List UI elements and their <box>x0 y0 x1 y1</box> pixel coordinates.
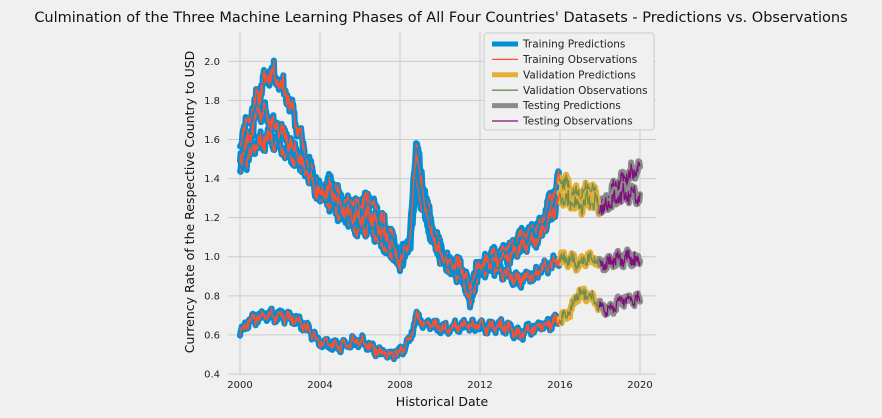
validation-observations-line <box>559 189 600 216</box>
chart-title: Culmination of the Three Machine Learnin… <box>34 10 847 26</box>
y-tick-label: 0.8 <box>204 291 220 302</box>
y-tick-label: 2.0 <box>204 57 220 68</box>
x-tick-label: 2004 <box>307 380 332 391</box>
tick-labels: 2000 2004 2008 2012 2016 2020 0.4 0.6 0.8 1.0 1.2 1… <box>204 57 653 391</box>
training-observations-line <box>239 307 561 361</box>
y-tick-label: 1.2 <box>204 213 220 224</box>
legend-label: Validation Observations <box>523 85 648 97</box>
legend-label: Testing Observations <box>522 116 633 128</box>
y-tick-label: 1.6 <box>204 135 220 146</box>
x-axis-label: Historical Date <box>396 394 489 409</box>
x-tick-label: 2012 <box>467 380 492 391</box>
x-tick-label: 2008 <box>387 380 412 391</box>
y-tick-label: 1.8 <box>204 96 220 107</box>
x-tick-label: 2020 <box>627 380 652 391</box>
x-tick-label: 2000 <box>227 380 252 391</box>
testing-observations-line <box>598 182 641 216</box>
y-tick-label: 0.6 <box>204 330 220 341</box>
x-tick-label: 2016 <box>547 380 572 391</box>
y-tick-label: 0.4 <box>204 370 220 381</box>
legend-frame <box>483 32 655 131</box>
y-tick-label: 1.0 <box>204 252 220 263</box>
testing-observations-line <box>598 291 641 318</box>
training-observations-line <box>239 102 561 291</box>
legend-label: Validation Predictions <box>523 69 636 81</box>
y-tick-label: 1.4 <box>204 174 220 185</box>
legend-label: Testing Predictions <box>522 100 621 112</box>
legend: Training Predictions Training Observation… <box>483 32 655 131</box>
validation-observations-line <box>558 251 601 272</box>
testing-observations-line <box>599 249 641 271</box>
validation-observations-line <box>558 287 600 326</box>
legend-label: Training Predictions <box>522 39 625 51</box>
y-axis-label: Currency Rate of the Respective Country … <box>182 51 197 354</box>
legend-label: Training Observations <box>522 54 637 66</box>
series-group <box>237 57 643 363</box>
